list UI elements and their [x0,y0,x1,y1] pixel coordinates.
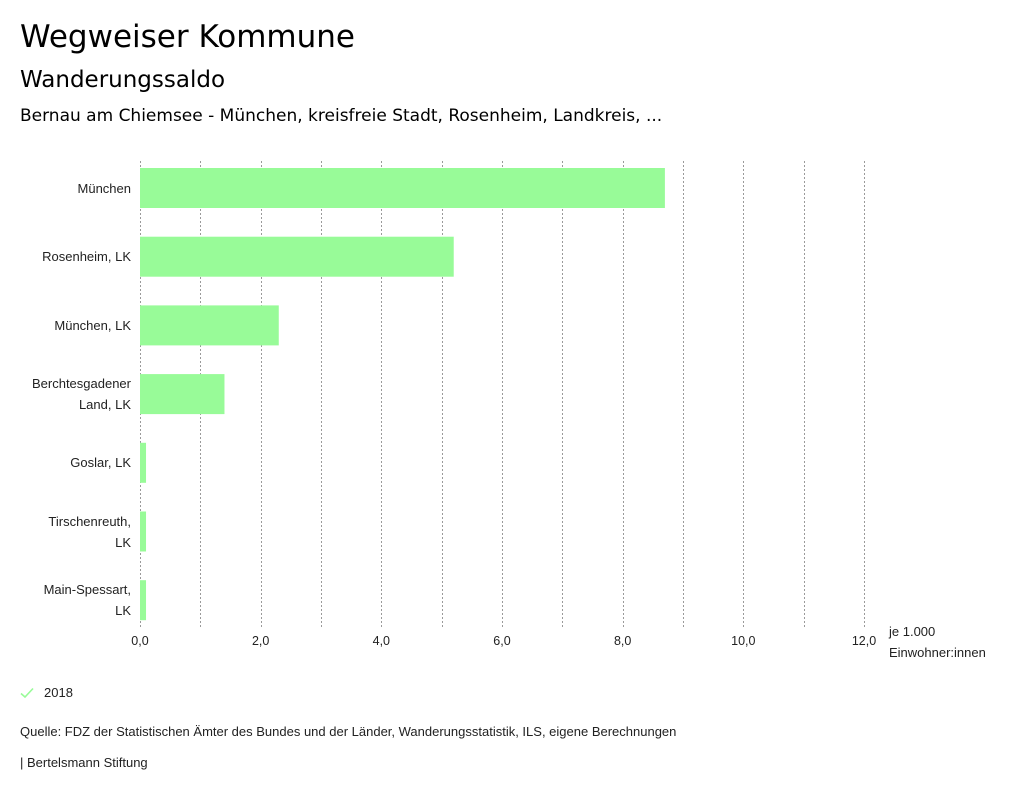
x-tick-label: 6,0 [493,634,511,648]
category-label-line: Goslar, LK [70,455,131,471]
category-label-line: Berchtesgadener [31,376,131,392]
x-tick-label: 0,0 [131,634,149,648]
category-label: Rosenheim, LK [1,246,131,267]
category-label-line: Rosenheim, LK [42,249,131,265]
bar[interactable] [140,511,147,552]
x-tick-label: 2,0 [251,634,270,648]
category-label: München [1,178,131,199]
category-label: Tirschenreuth, LK [1,511,131,553]
region-heading: Bernau am Chiemsee - München, kreisfreie… [20,106,663,126]
category-label-line: München [77,180,131,196]
credit-note: | Bertelsmann Stiftung [20,755,148,770]
bar[interactable] [140,305,279,346]
category-label-line: München, LK [54,317,131,333]
bar[interactable] [140,168,665,208]
category-label: Berchtesgadener Land, LK [1,373,131,415]
category-label-line: Land, LK [78,397,131,413]
x-axis-unit-label: je 1.000 Einwohner:innen [889,621,986,663]
category-label: Goslar, LK [1,452,131,473]
category-label-line: Tirschenreuth, [48,513,131,529]
bar[interactable] [140,236,454,277]
category-label: München, LK [1,315,131,336]
x-tick-label: 4,0 [372,634,391,648]
bar[interactable] [140,442,147,483]
checkmark-icon[interactable] [20,686,34,700]
chart-subtitle: Wanderungssaldo [20,67,226,93]
page-title: Wegweiser Kommune [20,19,355,55]
category-label-line: Main-Spessart, [43,582,131,598]
category-label-line: LK [115,603,131,619]
x-axis-unit-line-2: Einwohner:innen [889,645,986,660]
bar-chart [140,161,865,628]
bar[interactable] [140,580,147,621]
legend-label: 2018 [44,685,73,700]
category-label-line: LK [115,534,131,550]
x-tick-label: 12,0 [851,634,877,648]
legend[interactable]: 2018 [20,683,73,703]
source-note: Quelle: FDZ der Statistischen Ämter des … [20,724,677,739]
bar[interactable] [140,374,225,415]
category-label: Main-Spessart, LK [1,579,131,621]
x-tick-label: 8,0 [613,634,632,648]
x-tick-label: 10,0 [731,634,756,648]
x-axis-unit-line-1: je 1.000 [889,624,936,639]
